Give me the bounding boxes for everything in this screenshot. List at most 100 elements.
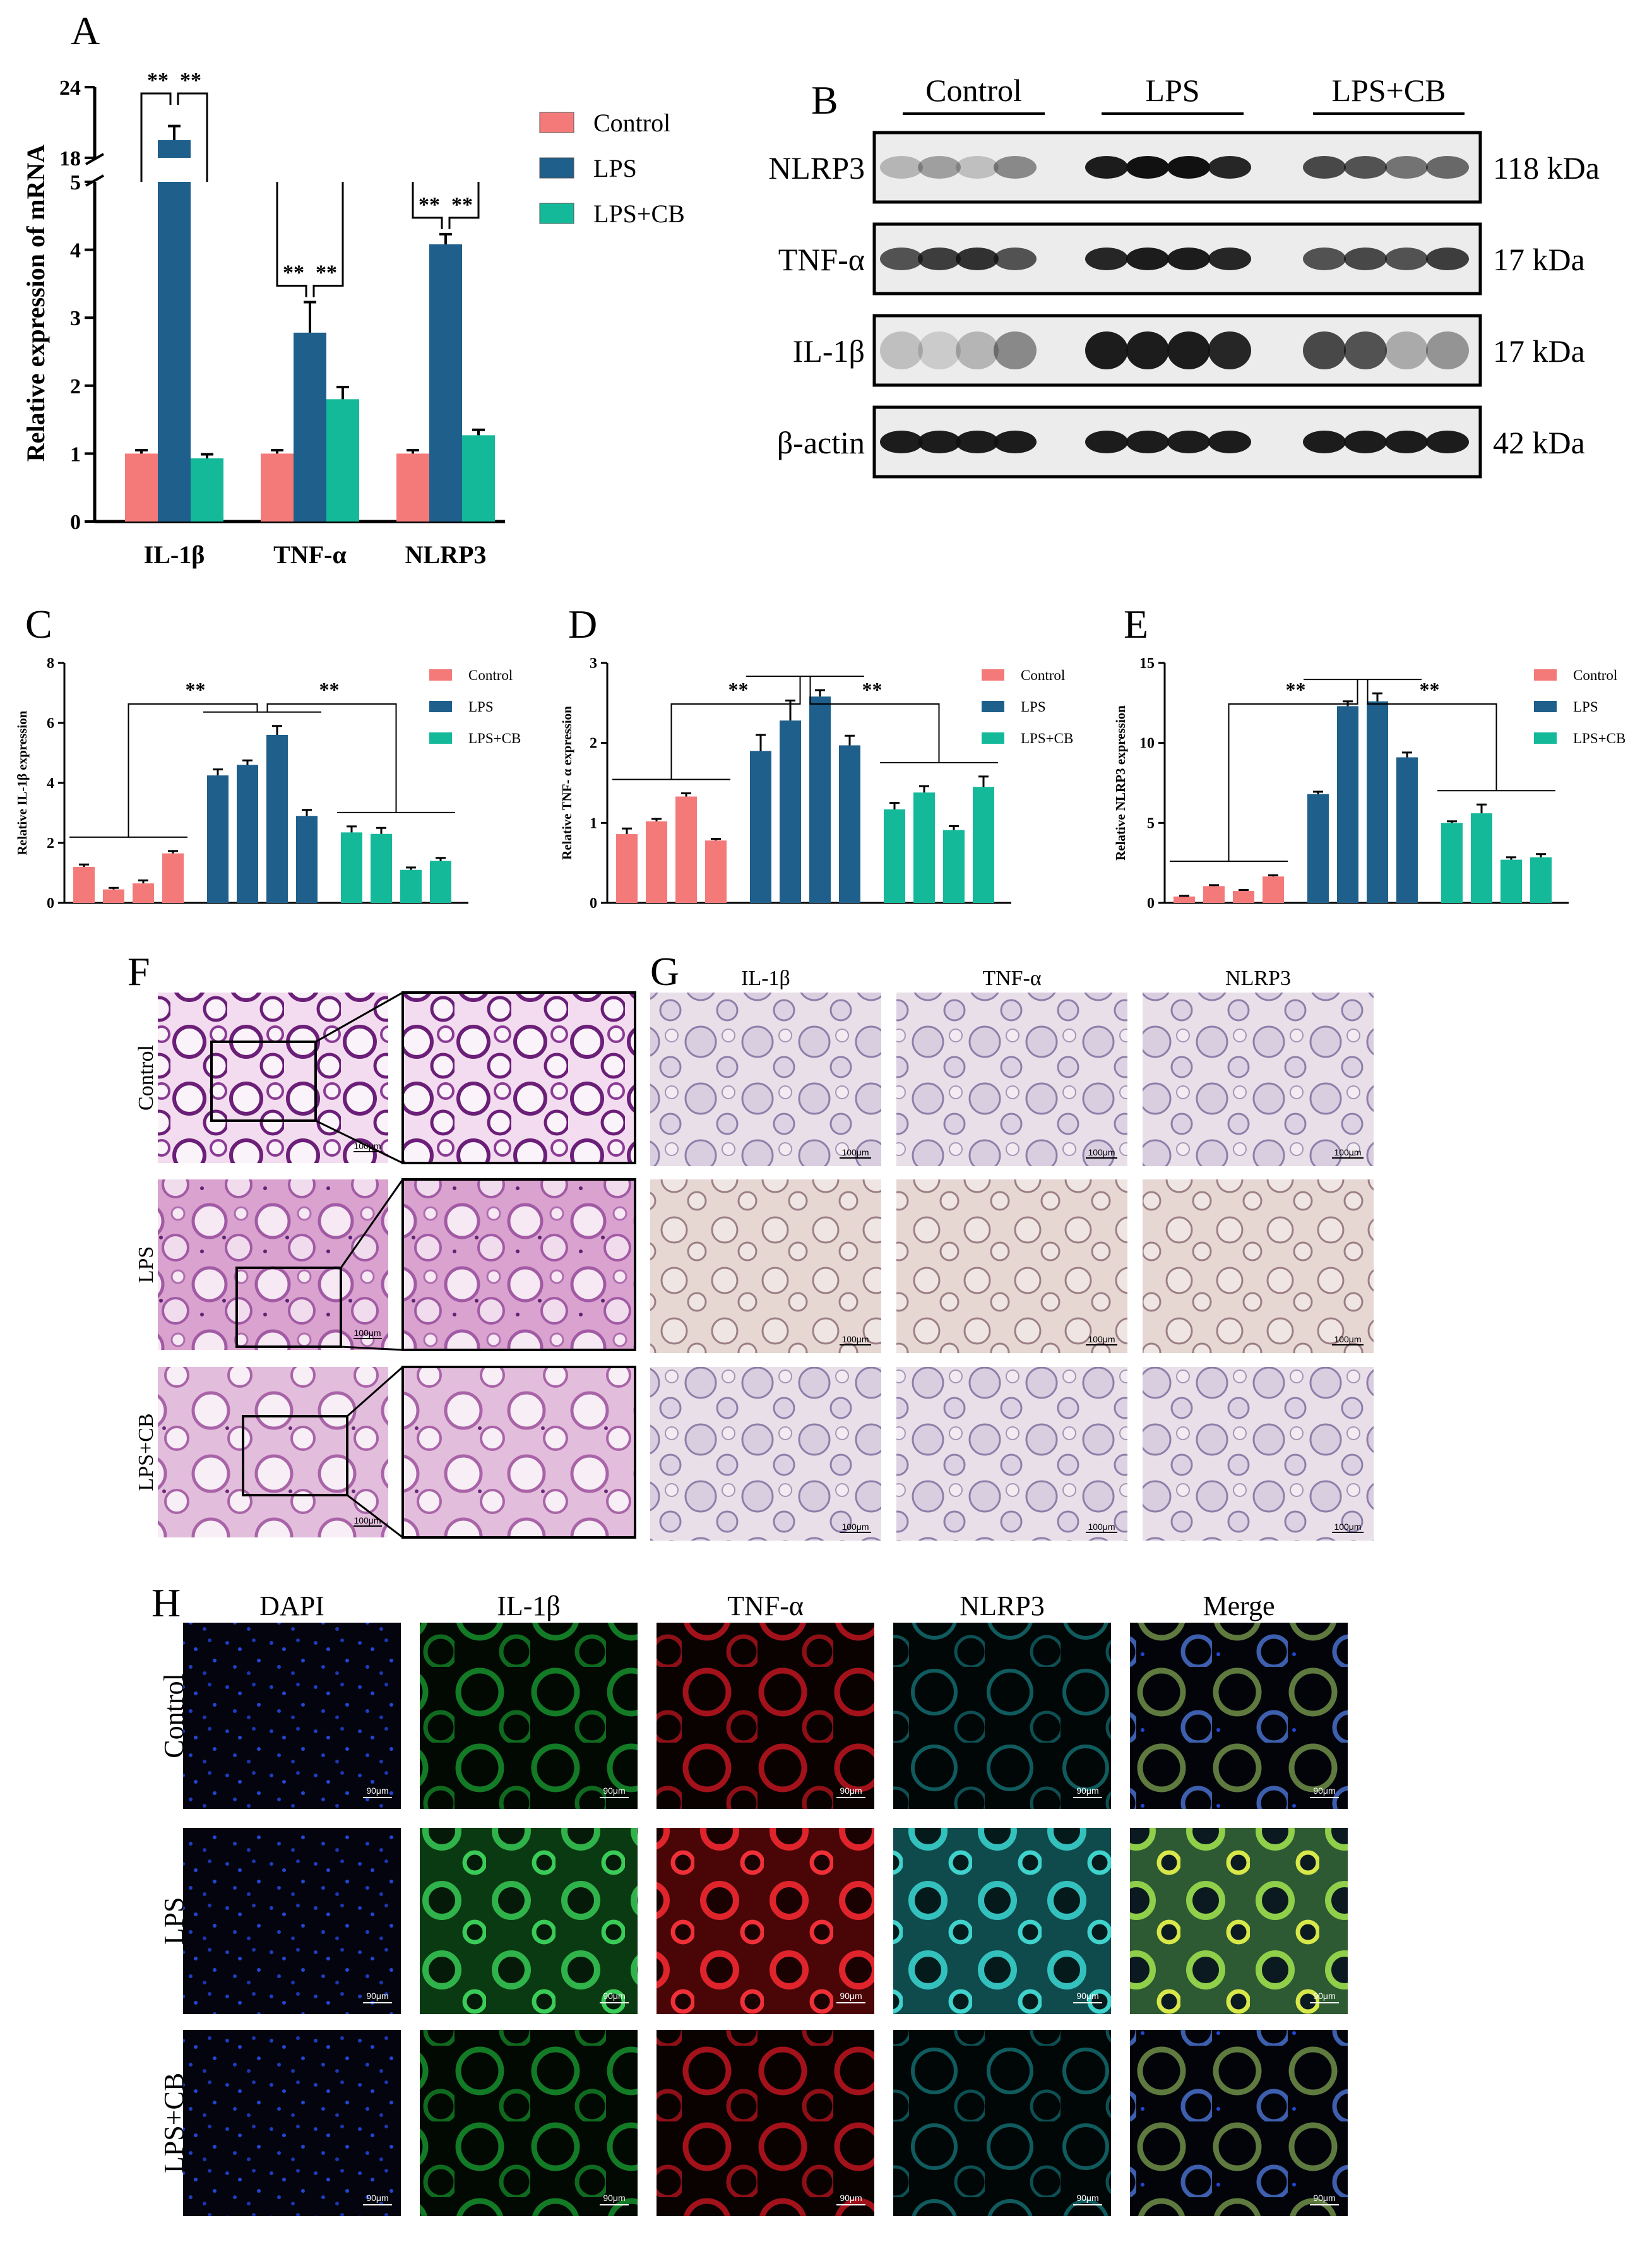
legend-swatch: [982, 732, 1004, 744]
panel-label-a: A: [71, 8, 100, 53]
ihc-image: [1143, 1367, 1374, 1541]
y-tick-label: 6: [47, 715, 54, 732]
y-tick-label: 5: [1147, 815, 1155, 832]
blot-band: [1085, 431, 1128, 453]
blot-band: [1208, 331, 1251, 369]
row-label: LPS: [134, 1246, 158, 1284]
legend-label: LPS+CB: [593, 200, 685, 228]
ihc-grid: IL-1β TNF-α NLRP3 100μm 100μm 100μm 100μm 100μm…: [650, 967, 1374, 1541]
zoom-box: [242, 1415, 348, 1496]
bar: [125, 453, 158, 522]
blot-band: [918, 331, 961, 369]
row-label: Control: [134, 1045, 158, 1111]
legend-label: Control: [468, 667, 513, 683]
scale-label: 90μm: [603, 2193, 625, 2203]
blot-band: [1167, 331, 1210, 369]
y-tick-label: 5: [70, 171, 81, 194]
bar: [1203, 886, 1225, 903]
ihc-image: [650, 1367, 881, 1541]
blot-band: [1303, 248, 1346, 270]
scale-label: 100μm: [841, 1147, 869, 1157]
legend-label: LPS: [468, 699, 494, 715]
zoom-line: [315, 991, 403, 1043]
legend-swatch: [429, 701, 452, 712]
chart-d: 0 1 2 3 Relative TNF- α expression ** ** Contro…: [559, 655, 1073, 912]
legend-swatch: [429, 669, 452, 681]
scale-label: 90μm: [1313, 1991, 1335, 2001]
bar: [616, 834, 638, 903]
chart-c: 0 2 4 6 8 Relative IL-1β expression ** ** Contro…: [15, 655, 521, 912]
fluorescence-image: [1130, 1828, 1348, 2014]
y-tick-label: 1: [70, 443, 81, 466]
panel-label-b: B: [811, 78, 838, 122]
legend-label: LPS: [1021, 699, 1046, 715]
he-zoom-image: [401, 1366, 636, 1539]
y-tick-label: 1: [590, 815, 597, 832]
bar: [705, 840, 727, 903]
fluorescence-image: [893, 1828, 1111, 2014]
legend-label: LPS+CB: [1573, 731, 1625, 746]
legend-swatch: [539, 203, 574, 224]
blot-band: [1085, 156, 1128, 179]
blot-kda-label: 118 kDa: [1493, 150, 1600, 186]
chart-e: 0 5 10 15 Relative NLRP3 expression ** ** Contr…: [1113, 655, 1625, 912]
blot-band: [1126, 248, 1169, 270]
bar: [1174, 896, 1195, 903]
scale-label: 90μm: [1076, 1991, 1098, 2001]
y-tick-label: 10: [1139, 736, 1155, 752]
scale-label: 90μm: [1076, 2193, 1098, 2203]
legend-label: LPS+CB: [468, 731, 521, 746]
bar: [973, 787, 994, 903]
column-label: IL-1β: [497, 1590, 561, 1621]
zoom-line: [340, 1179, 404, 1268]
bar: [809, 696, 831, 903]
bar: [294, 332, 326, 522]
fluorescence-image: [183, 1828, 401, 2014]
sig-marker: **: [1286, 678, 1306, 701]
ihc-image: [896, 993, 1127, 1166]
bar: [750, 751, 771, 903]
bar: [158, 182, 191, 522]
bar: [1500, 859, 1522, 903]
blot-kda-label: 17 kDa: [1493, 333, 1585, 369]
bar-upper: [158, 140, 191, 158]
blot-band: [1385, 431, 1428, 453]
panel-label-g: G: [650, 949, 679, 994]
row-label: LPS: [158, 1897, 189, 1945]
blot-band: [880, 248, 923, 270]
sig-bracket: [128, 703, 258, 837]
bar: [341, 832, 362, 903]
scale-label: 100μm: [841, 1334, 869, 1344]
legend-label: Control: [593, 109, 670, 137]
y-tick-label: 2: [590, 736, 597, 752]
ihc-image: [896, 1367, 1127, 1541]
blot-band: [994, 331, 1037, 369]
zoom-line: [340, 1345, 403, 1351]
column-label: TNF-α: [727, 1590, 804, 1621]
zoom-line: [347, 1366, 403, 1417]
bar: [839, 745, 860, 903]
scale-label: 90μm: [1313, 2193, 1335, 2203]
blot-group-label: Control: [925, 73, 1022, 108]
blot-band: [1126, 431, 1169, 453]
legend-label: LPS: [1573, 699, 1598, 715]
blot-band: [1303, 331, 1346, 369]
he-image: [158, 1367, 388, 1537]
category-label: NLRP3: [405, 540, 487, 569]
column-label: DAPI: [259, 1590, 324, 1621]
sig-bracket: [809, 676, 940, 763]
blot-protein-label: β-actin: [777, 425, 865, 460]
sig-bracket: [312, 182, 344, 297]
sig-marker: **: [186, 678, 206, 701]
sig-marker: **: [1420, 678, 1440, 701]
legend-swatch: [429, 732, 452, 744]
y-axis-title: Relative IL-1β expression: [15, 710, 30, 855]
blot-band: [994, 248, 1037, 270]
scale-label: 100μm: [1334, 1334, 1361, 1344]
panel-label-c: C: [25, 602, 52, 647]
blot-band: [1344, 331, 1387, 369]
he-zoom-image: [401, 991, 636, 1164]
y-tick-label: 15: [1139, 655, 1155, 672]
zoom-line: [315, 1119, 403, 1164]
he-image: [158, 1179, 388, 1350]
